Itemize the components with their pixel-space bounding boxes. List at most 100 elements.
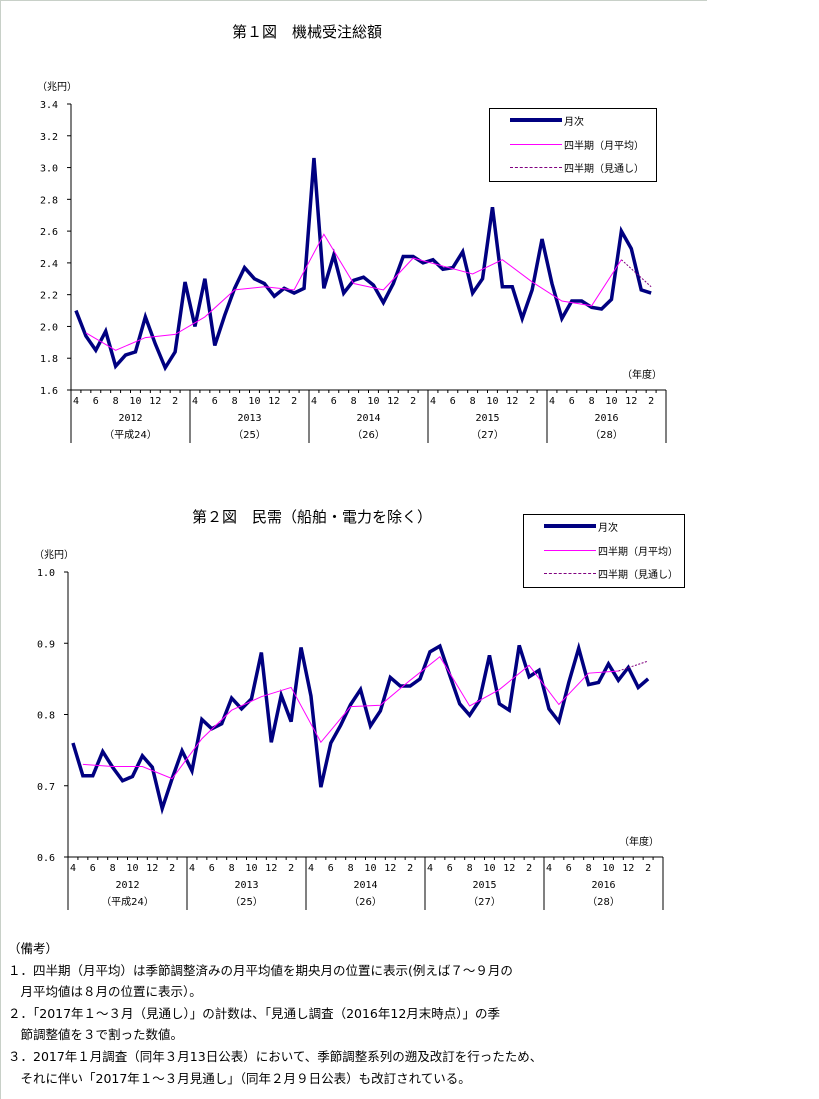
chart2-title: 第２図 民需（船舶・電力を除く）	[192, 508, 433, 526]
legend-item-monthly: 月次	[544, 519, 618, 534]
x-tick-label: 2	[172, 396, 178, 407]
x-tick-label: 4	[73, 396, 79, 407]
x-tick-label: 12	[149, 396, 161, 407]
note-line: ３．2017年１月調査（同年３月13日公表）において、季節調整系列の遡及改訂を行…	[8, 1048, 543, 1064]
y-tick-label: 1.0	[37, 568, 55, 579]
note-line: 月平均値は８月の位置に表示）。	[8, 984, 202, 1000]
x-tick-label: 6	[209, 863, 215, 874]
x-tick-label: 2	[648, 396, 654, 407]
x-tick-label: 8	[351, 396, 357, 407]
x-tick-label: 4	[189, 863, 195, 874]
x-tick-label: 6	[331, 396, 337, 407]
x-tick-label: 2	[407, 863, 413, 874]
x-tick-label: 10	[602, 863, 614, 874]
x-tick-label: 8	[232, 396, 238, 407]
x-tick-label: 10	[248, 396, 260, 407]
note-line: それに伴い「2017年１～３月見通し」（同年２月９日公表）も改訂されている。	[8, 1070, 471, 1086]
era-year-label: （25）	[233, 429, 266, 441]
fiscal-year-label: 2015	[472, 880, 496, 891]
y-tick-label: 2.8	[40, 195, 58, 206]
legend-label: 四半期（見通し）	[598, 569, 678, 581]
x-tick-label: 12	[506, 396, 518, 407]
x-tick-label: 8	[113, 396, 119, 407]
x-tick-label: 2	[526, 863, 532, 874]
x-tick-label: 10	[367, 396, 379, 407]
x-tick-label: 6	[212, 396, 218, 407]
y-tick-label: 3.2	[40, 132, 58, 143]
x-tick-label: 8	[110, 863, 116, 874]
x-tick-label: 12	[268, 396, 280, 407]
x-tick-label: 6	[90, 863, 96, 874]
x-tick-label: 2	[288, 863, 294, 874]
fiscal-year-label: 2013	[234, 880, 258, 891]
fiscal-year-label: 2014	[353, 880, 377, 891]
x-tick-label: 4	[70, 863, 76, 874]
x-tick-label: 2	[291, 396, 297, 407]
legend-item-quarterly: 四半期（月平均）	[544, 543, 678, 558]
x-tick-label: 8	[348, 863, 354, 874]
y-tick-label: 3.0	[40, 164, 58, 175]
fiscal-year-label: 2012	[115, 880, 139, 891]
x-axis-unit: （年度）	[622, 368, 662, 381]
legend-item-monthly: 月次	[510, 113, 584, 128]
legend-label: 月次	[564, 116, 584, 128]
x-tick-label: 6	[566, 863, 572, 874]
y-tick-label: 2.6	[40, 227, 58, 238]
chart2-legend: 月次 四半期（月平均） 四半期（見通し）	[523, 514, 685, 588]
fiscal-year-label: 2013	[237, 413, 261, 424]
x-tick-label: 6	[328, 863, 334, 874]
legend-item-quarterly: 四半期（月平均）	[510, 137, 644, 152]
legend-label: 四半期（月平均）	[564, 140, 644, 152]
era-year-label: （27）	[468, 896, 501, 908]
series-forecast-line	[618, 660, 649, 672]
y-axis-unit: （兆円）	[37, 81, 77, 93]
era-year-label: （平成24）	[104, 429, 157, 441]
chart1-title: 第１図 機械受注総額	[232, 23, 383, 41]
x-tick-label: 4	[308, 863, 314, 874]
x-tick-label: 4	[192, 396, 198, 407]
era-year-label: （平成24）	[101, 896, 154, 908]
x-tick-label: 4	[430, 396, 436, 407]
x-tick-label: 12	[146, 863, 158, 874]
era-year-label: （28）	[587, 896, 620, 908]
chart1-legend: 月次 四半期（月平均） 四半期（見通し）	[489, 108, 657, 182]
notes-heading: （備考）	[8, 941, 59, 956]
series-quarterly-line	[82, 656, 619, 780]
series-quarterly-line	[85, 233, 622, 351]
x-tick-label: 12	[625, 396, 637, 407]
x-tick-label: 10	[126, 863, 138, 874]
legend-label: 四半期（月平均）	[598, 546, 678, 558]
note-line: ２．「2017年１～３月（見通し）」の計数は、「見通し調査（2016年12月末時…	[8, 1005, 501, 1021]
x-tick-label: 6	[447, 863, 453, 874]
x-tick-label: 10	[486, 396, 498, 407]
x-tick-label: 6	[93, 396, 99, 407]
x-tick-label: 2	[529, 396, 535, 407]
x-tick-label: 10	[605, 396, 617, 407]
y-tick-label: 2.2	[40, 291, 58, 302]
y-tick-label: 3.4	[40, 100, 58, 111]
era-year-label: （26）	[352, 429, 385, 441]
x-tick-label: 2	[410, 396, 416, 407]
y-axis-unit: （兆円）	[34, 549, 74, 561]
y-tick-label: 0.6	[37, 853, 55, 864]
fiscal-year-label: 2012	[118, 413, 142, 424]
note-line: 節調整値を３で割った数値。	[8, 1027, 184, 1043]
era-year-label: （27）	[471, 429, 504, 441]
x-tick-label: 12	[265, 863, 277, 874]
fiscal-year-label: 2016	[594, 413, 618, 424]
legend-item-forecast: 四半期（見通し）	[544, 566, 678, 581]
x-tick-label: 12	[503, 863, 515, 874]
legend-item-forecast: 四半期（見通し）	[510, 160, 644, 175]
x-tick-label: 4	[311, 396, 317, 407]
legend-label: 四半期（見通し）	[564, 163, 644, 175]
fiscal-year-label: 2016	[591, 880, 615, 891]
x-tick-label: 2	[645, 863, 651, 874]
frame-border	[0, 0, 1, 1099]
x-tick-label: 10	[129, 396, 141, 407]
x-tick-label: 12	[387, 396, 399, 407]
x-tick-label: 6	[569, 396, 575, 407]
x-tick-label: 10	[483, 863, 495, 874]
y-tick-label: 0.9	[37, 639, 55, 650]
